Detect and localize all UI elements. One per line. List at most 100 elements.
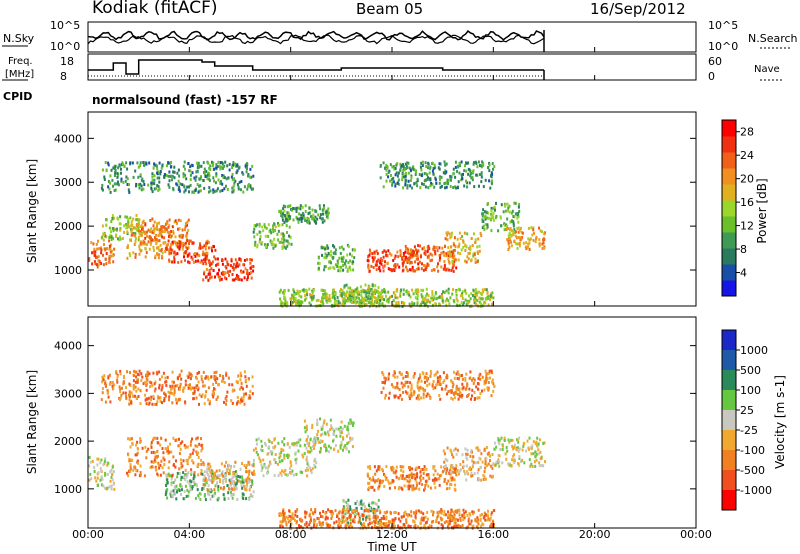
echo-cell	[113, 189, 116, 192]
echo-cell	[179, 484, 182, 487]
colorbar-swatch	[722, 216, 736, 233]
echo-cell	[423, 487, 426, 491]
echo-cell	[125, 226, 128, 230]
echo-cell	[164, 241, 167, 245]
echo-cell	[383, 288, 386, 291]
echo-cell	[358, 517, 361, 521]
echo-cell	[281, 440, 284, 444]
echo-cell	[528, 238, 531, 242]
echo-cell	[114, 167, 116, 171]
echo-cell	[463, 516, 466, 520]
echo-cell	[143, 474, 146, 478]
echo-cell	[144, 445, 147, 449]
echo-cell	[288, 454, 291, 458]
echo-cell	[142, 382, 145, 386]
echo-cell	[517, 230, 520, 234]
echo-cell	[525, 246, 528, 249]
echo-cell	[221, 472, 224, 475]
echo-cell	[431, 182, 434, 186]
echo-cell	[165, 473, 168, 477]
echo-cell	[319, 213, 322, 217]
echo-cell	[120, 393, 123, 397]
echo-cell	[485, 211, 488, 215]
echo-cell	[325, 446, 328, 450]
echo-cell	[198, 246, 201, 250]
echo-cell	[119, 372, 122, 376]
echo-cell	[255, 438, 258, 442]
echo-cell	[120, 171, 122, 175]
echo-cell	[433, 246, 436, 250]
echo-cell	[180, 260, 183, 264]
echo-cell	[516, 227, 519, 230]
echo-cell	[417, 249, 420, 253]
echo-cell	[307, 212, 310, 216]
echo-cell	[528, 458, 531, 462]
echo-cell	[466, 452, 469, 456]
colorbar-tick-label: 20	[740, 173, 754, 186]
echo-cell	[334, 509, 337, 513]
echo-cell	[125, 175, 128, 179]
echo-cell	[542, 441, 545, 445]
echo-cell	[284, 296, 287, 300]
echo-cell	[429, 252, 432, 256]
echo-cell	[467, 257, 470, 261]
echo-cell	[203, 493, 206, 497]
echo-cell	[262, 229, 265, 233]
echo-cell	[535, 440, 538, 444]
echo-cell	[172, 489, 175, 493]
echo-cell	[424, 297, 427, 301]
echo-cell	[387, 290, 390, 294]
echo-cell	[448, 232, 451, 236]
echo-cell	[277, 462, 279, 466]
echo-cell	[409, 295, 412, 299]
echo-cell	[448, 302, 451, 306]
echo-cell	[509, 240, 512, 244]
echo-cell	[193, 481, 196, 484]
echo-cell	[399, 162, 402, 166]
echo-cell	[487, 166, 490, 169]
echo-cell	[295, 292, 298, 296]
echo-cell	[195, 170, 198, 174]
echo-cell	[394, 511, 397, 514]
echo-cell	[282, 207, 285, 211]
echo-cell	[403, 384, 406, 388]
echo-cell	[148, 372, 151, 376]
echo-cell	[434, 166, 437, 170]
echo-cell	[401, 257, 404, 261]
echo-cell	[342, 255, 345, 259]
echo-cell	[176, 471, 179, 475]
echo-cell	[441, 299, 444, 303]
echo-cell	[165, 247, 168, 250]
echo-cell	[446, 467, 449, 471]
echo-cell	[479, 513, 482, 517]
echo-cell	[315, 525, 318, 529]
echo-cell	[110, 468, 113, 472]
echo-cell	[349, 252, 351, 256]
echo-cell	[411, 488, 414, 492]
echo-cell	[433, 163, 436, 167]
echo-cell	[225, 177, 228, 181]
nsky-label: N.Sky	[3, 32, 35, 45]
echo-cell	[257, 437, 260, 441]
echo-cell	[231, 401, 234, 405]
echo-cell	[164, 227, 166, 231]
echo-cell	[480, 524, 483, 528]
echo-cell	[451, 476, 454, 480]
echo-cell	[93, 260, 96, 264]
echo-cell	[306, 442, 309, 446]
echo-cell	[110, 254, 113, 258]
echo-cell	[447, 522, 450, 526]
echo-cell	[458, 303, 461, 307]
echo-cell	[194, 252, 196, 256]
echo-cell	[242, 190, 245, 194]
echo-cell	[349, 436, 352, 440]
echo-cell	[162, 229, 165, 233]
echo-cell	[466, 471, 469, 475]
echo-cell	[224, 478, 227, 482]
echo-cell	[325, 422, 328, 426]
echo-cell	[389, 295, 391, 299]
echo-cell	[107, 161, 110, 165]
echo-cell	[267, 464, 270, 468]
echo-cell	[299, 470, 302, 474]
echo-cell	[304, 430, 307, 434]
